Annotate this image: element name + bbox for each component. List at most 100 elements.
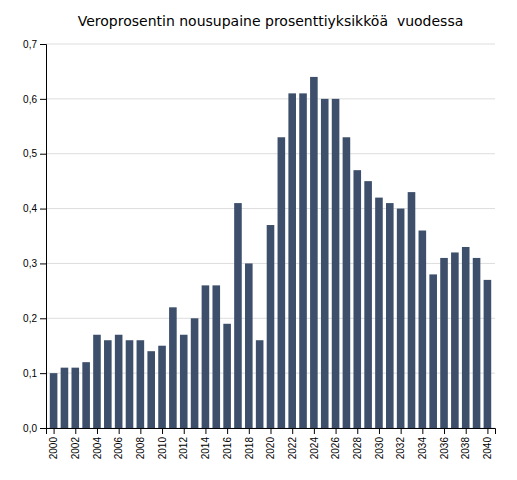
x-tick: 2026 xyxy=(330,428,341,459)
x-tick-label: 2040 xyxy=(482,437,493,460)
bar xyxy=(375,198,383,428)
y-tick-mark xyxy=(40,373,46,374)
x-axis-line xyxy=(47,429,496,435)
y-tick-mark xyxy=(40,209,46,210)
bar xyxy=(245,263,253,428)
x-tick-label: 2006 xyxy=(113,437,124,460)
x-tick: 2014 xyxy=(200,428,211,459)
x-tick: 2000 xyxy=(48,428,59,459)
bar xyxy=(180,335,188,428)
grid-line xyxy=(46,98,495,99)
x-tick-mark xyxy=(205,428,206,434)
x-tick-mark xyxy=(487,428,488,434)
x-tick-mark xyxy=(140,428,141,434)
y-tick-label: 0,5 xyxy=(23,148,37,159)
x-tick-label: 2016 xyxy=(222,437,233,460)
bar xyxy=(353,170,361,428)
title: Veroprosentin nousupaine prosenttiyksikk… xyxy=(78,13,464,29)
x-tick-mark xyxy=(336,428,337,434)
x-tick-label: 2002 xyxy=(70,437,81,460)
x-tick-mark xyxy=(422,428,423,434)
bar xyxy=(408,192,416,428)
bar xyxy=(202,285,210,428)
y-tick-mark xyxy=(40,263,46,264)
bar xyxy=(93,335,101,428)
x-tick-mark xyxy=(357,428,358,434)
bar xyxy=(440,258,448,428)
x-tick-label: 2012 xyxy=(178,437,189,460)
x-tick-label: 2024 xyxy=(309,437,320,460)
x-tick-label: 2026 xyxy=(330,437,341,460)
x-tick-mark xyxy=(75,428,76,434)
y-tick-label: 0,7 xyxy=(23,39,37,50)
y-tick-mark xyxy=(40,318,46,319)
y-tick-label: 0,0 xyxy=(23,423,37,434)
bar xyxy=(462,247,470,428)
x-tick-label: 2034 xyxy=(417,437,428,460)
x-tick-label: 2030 xyxy=(374,437,385,460)
bar xyxy=(223,324,231,428)
x-tick: 2018 xyxy=(244,428,255,459)
x-tick-label: 2010 xyxy=(157,437,168,460)
x-tick-mark xyxy=(97,428,98,434)
x-tick: 2040 xyxy=(482,428,493,459)
bar xyxy=(310,77,318,428)
x-tick-mark xyxy=(444,428,445,434)
x-tick-label: 2022 xyxy=(287,437,298,460)
y-tick-label: 0,6 xyxy=(23,94,37,105)
y-tick: 0,2 xyxy=(23,313,46,324)
y-tick: 0,6 xyxy=(23,94,46,105)
x-tick: 2010 xyxy=(157,428,168,459)
x-axis: 2000 2002 2004 2006 2008 2010 2012 2014 2016 2018… xyxy=(47,428,496,459)
y-tick-label: 0,3 xyxy=(23,258,37,269)
bar xyxy=(429,274,437,428)
bar xyxy=(169,307,177,428)
bar xyxy=(332,99,340,428)
x-tick: 2030 xyxy=(374,428,385,459)
x-tick-mark xyxy=(54,428,55,434)
x-tick: 2038 xyxy=(460,428,471,459)
x-tick-mark xyxy=(119,428,120,434)
bar xyxy=(473,258,481,428)
x-tick: 2032 xyxy=(395,428,406,459)
x-tick-mark xyxy=(184,428,185,434)
x-tick: 2024 xyxy=(309,428,320,459)
x-tick-label: 2004 xyxy=(92,437,103,460)
y-tick: 0,7 xyxy=(23,39,46,50)
bar xyxy=(50,373,58,428)
y-tick-mark xyxy=(40,99,46,100)
y-tick-label: 0,2 xyxy=(23,313,37,324)
bar xyxy=(299,93,307,428)
y-tick-mark xyxy=(40,44,46,45)
x-tick-label: 2018 xyxy=(244,437,255,460)
x-tick: 2004 xyxy=(92,428,103,459)
bar xyxy=(191,318,199,428)
x-tick-label: 2000 xyxy=(48,437,59,460)
x-tick: 2020 xyxy=(265,428,276,459)
grid-line xyxy=(46,44,495,45)
bar xyxy=(61,368,69,428)
y-tick: 0,1 xyxy=(23,368,46,379)
x-tick-mark xyxy=(466,428,467,434)
y-tick: 0,0 xyxy=(23,423,46,434)
bar xyxy=(212,285,220,428)
bar xyxy=(267,225,275,428)
y-tick: 0,3 xyxy=(23,258,46,269)
x-tick: 2016 xyxy=(222,428,233,459)
x-tick: 2034 xyxy=(417,428,428,459)
grid-line xyxy=(46,153,495,154)
x-tick-label: 2032 xyxy=(395,437,406,460)
x-tick-label: 2036 xyxy=(439,437,450,460)
bar xyxy=(484,280,492,428)
x-tick: 2012 xyxy=(178,428,189,459)
x-tick: 2008 xyxy=(135,428,146,459)
x-tick: 2022 xyxy=(287,428,298,459)
bar xyxy=(278,137,286,428)
x-tick: 2006 xyxy=(113,428,124,459)
x-tick-mark xyxy=(314,428,315,434)
bar xyxy=(147,351,155,428)
bar xyxy=(82,362,90,428)
bar xyxy=(364,181,372,428)
grid xyxy=(46,44,495,428)
y-tick: 0,5 xyxy=(23,148,46,159)
